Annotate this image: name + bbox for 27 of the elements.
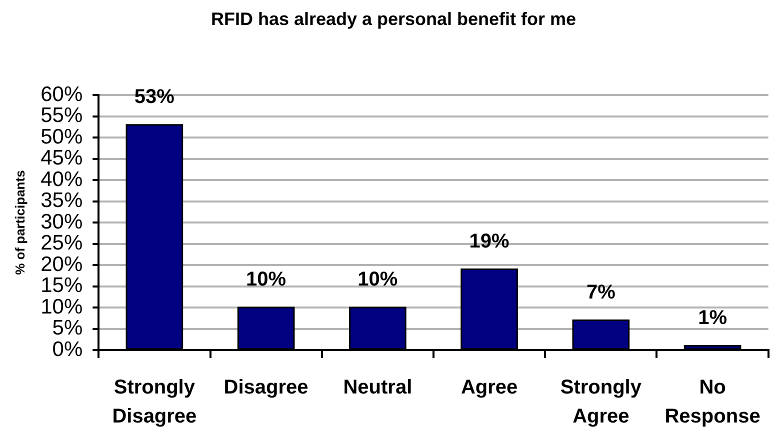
data-label: 10% xyxy=(246,268,286,291)
y-tick-label: 15% xyxy=(40,274,83,298)
y-tick-label: 30% xyxy=(40,210,83,234)
y-tick-label: 35% xyxy=(40,189,83,212)
y-tick-label: 45% xyxy=(40,146,83,170)
data-label: 19% xyxy=(469,230,510,252)
x-tick-label: Strongly Disagree xyxy=(112,376,197,428)
y-tick-label: 10% xyxy=(40,295,83,318)
x-tick-label: No Response xyxy=(664,376,760,428)
chart-title: RFID has already a personal benefit for me xyxy=(210,8,576,29)
y-tick-label: 55% xyxy=(40,104,83,128)
y-tick-label: 25% xyxy=(40,232,83,255)
x-tick-label: Disagree xyxy=(224,376,308,399)
y-tick-label: 60% xyxy=(40,82,83,106)
data-label: 10% xyxy=(358,268,398,291)
y-tick-label: 5% xyxy=(52,316,83,340)
y-tick-label: 40% xyxy=(40,168,83,191)
x-tick-label: Neutral xyxy=(343,376,412,399)
data-label: 1% xyxy=(698,306,728,329)
y-axis-title: % of participants xyxy=(12,170,28,275)
y-tick-label: 0% xyxy=(52,338,83,361)
data-label: 7% xyxy=(586,281,616,304)
y-tick-label: 20% xyxy=(40,252,83,276)
x-tick-label: Agree xyxy=(460,376,518,399)
y-tick-label: 50% xyxy=(40,125,83,148)
data-label: 53% xyxy=(134,86,175,108)
x-tick-label: Strongly Agree xyxy=(560,376,642,428)
